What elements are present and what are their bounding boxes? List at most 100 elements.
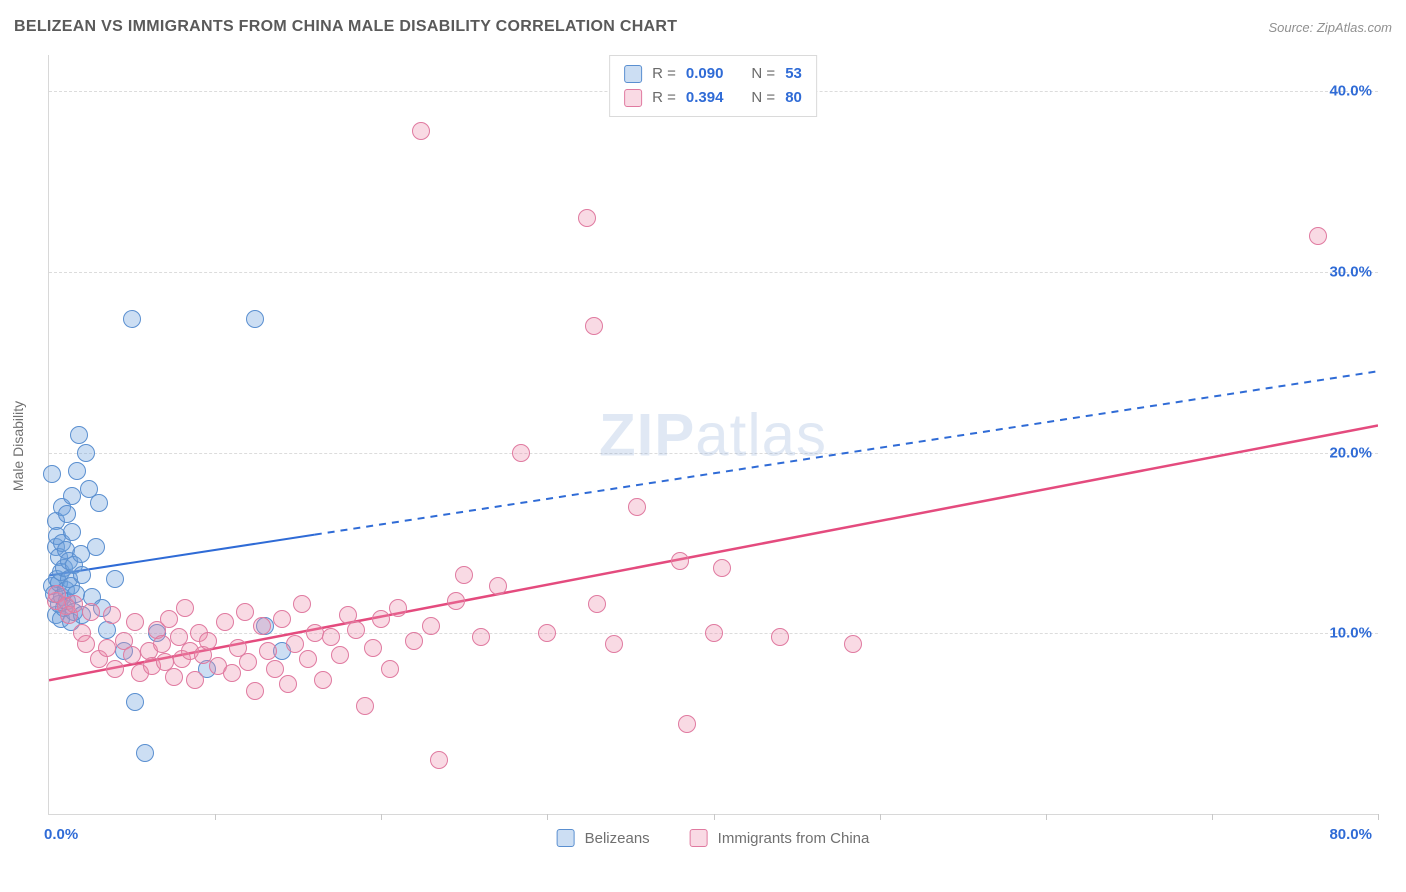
data-point-china	[165, 668, 183, 686]
data-point-china	[364, 639, 382, 657]
source-label: Source: ZipAtlas.com	[1268, 20, 1392, 35]
data-point-belizeans	[136, 744, 154, 762]
swatch-belizeans	[557, 829, 575, 847]
data-point-china	[705, 624, 723, 642]
data-point-china	[430, 751, 448, 769]
data-point-china	[253, 617, 271, 635]
x-axis-end-label: 80.0%	[1329, 826, 1372, 843]
data-point-china	[236, 603, 254, 621]
data-point-china	[322, 628, 340, 646]
data-point-china	[259, 642, 277, 660]
data-point-china	[279, 675, 297, 693]
data-point-china	[713, 559, 731, 577]
legend-item-belizeans: Belizeans	[557, 829, 650, 847]
gridline	[49, 453, 1378, 454]
n-value-china: 80	[785, 86, 802, 110]
data-point-china	[126, 613, 144, 631]
data-point-china	[381, 660, 399, 678]
data-point-china	[306, 624, 324, 642]
stats-row-china: R = 0.394 N = 80	[624, 86, 802, 110]
data-point-belizeans	[63, 487, 81, 505]
data-point-china	[216, 613, 234, 631]
r-value-belizeans: 0.090	[686, 62, 724, 86]
data-point-belizeans	[246, 310, 264, 328]
data-point-china	[455, 566, 473, 584]
x-tick	[880, 814, 881, 820]
swatch-china	[690, 829, 708, 847]
trend-lines	[49, 55, 1378, 814]
r-value-china: 0.394	[686, 86, 724, 110]
data-point-china	[1309, 227, 1327, 245]
data-point-china	[844, 635, 862, 653]
data-point-china	[314, 671, 332, 689]
data-point-belizeans	[63, 523, 81, 541]
data-point-china	[103, 606, 121, 624]
data-point-china	[98, 639, 116, 657]
legend-label-china: Immigrants from China	[718, 830, 870, 847]
x-tick	[381, 814, 382, 820]
data-point-china	[273, 610, 291, 628]
n-value-belizeans: 53	[785, 62, 802, 86]
data-point-belizeans	[90, 494, 108, 512]
data-point-china	[372, 610, 390, 628]
data-point-belizeans	[77, 444, 95, 462]
n-label: N =	[751, 86, 775, 110]
data-point-china	[512, 444, 530, 462]
data-point-china	[65, 595, 83, 613]
data-point-china	[447, 592, 465, 610]
data-point-china	[405, 632, 423, 650]
data-point-china	[186, 671, 204, 689]
legend-label-belizeans: Belizeans	[585, 830, 650, 847]
data-point-china	[106, 660, 124, 678]
data-point-china	[771, 628, 789, 646]
data-point-china	[77, 635, 95, 653]
data-point-belizeans	[70, 426, 88, 444]
y-tick-label: 30.0%	[1329, 263, 1372, 280]
data-point-china	[472, 628, 490, 646]
gridline	[49, 272, 1378, 273]
x-tick	[1046, 814, 1047, 820]
data-point-china	[331, 646, 349, 664]
stats-legend: R = 0.090 N = 53 R = 0.394 N = 80	[609, 55, 817, 117]
data-point-belizeans	[87, 538, 105, 556]
data-point-china	[588, 595, 606, 613]
data-point-china	[199, 632, 217, 650]
data-point-china	[489, 577, 507, 595]
data-point-china	[347, 621, 365, 639]
data-point-china	[82, 603, 100, 621]
data-point-china	[356, 697, 374, 715]
data-point-china	[628, 498, 646, 516]
legend-item-china: Immigrants from China	[690, 829, 870, 847]
swatch-belizeans	[624, 65, 642, 83]
data-point-china	[293, 595, 311, 613]
x-tick	[547, 814, 548, 820]
data-point-china	[286, 635, 304, 653]
y-tick-label: 10.0%	[1329, 625, 1372, 642]
data-point-china	[422, 617, 440, 635]
data-point-china	[605, 635, 623, 653]
data-point-china	[678, 715, 696, 733]
r-label: R =	[652, 62, 676, 86]
r-label: R =	[652, 86, 676, 110]
data-point-china	[176, 599, 194, 617]
series-legend: Belizeans Immigrants from China	[557, 829, 870, 847]
data-point-china	[223, 664, 241, 682]
data-point-china	[299, 650, 317, 668]
data-point-belizeans	[43, 465, 61, 483]
data-point-belizeans	[106, 570, 124, 588]
data-point-china	[246, 682, 264, 700]
data-point-china	[160, 610, 178, 628]
data-point-belizeans	[126, 693, 144, 711]
data-point-china	[123, 646, 141, 664]
data-point-china	[239, 653, 257, 671]
chart-title: BELIZEAN VS IMMIGRANTS FROM CHINA MALE D…	[14, 18, 677, 36]
data-point-belizeans	[123, 310, 141, 328]
data-point-china	[578, 209, 596, 227]
data-point-belizeans	[73, 566, 91, 584]
data-point-belizeans	[68, 462, 86, 480]
x-tick	[1378, 814, 1379, 820]
stats-row-belizeans: R = 0.090 N = 53	[624, 62, 802, 86]
x-axis-start-label: 0.0%	[44, 826, 78, 843]
data-point-china	[538, 624, 556, 642]
x-tick	[215, 814, 216, 820]
